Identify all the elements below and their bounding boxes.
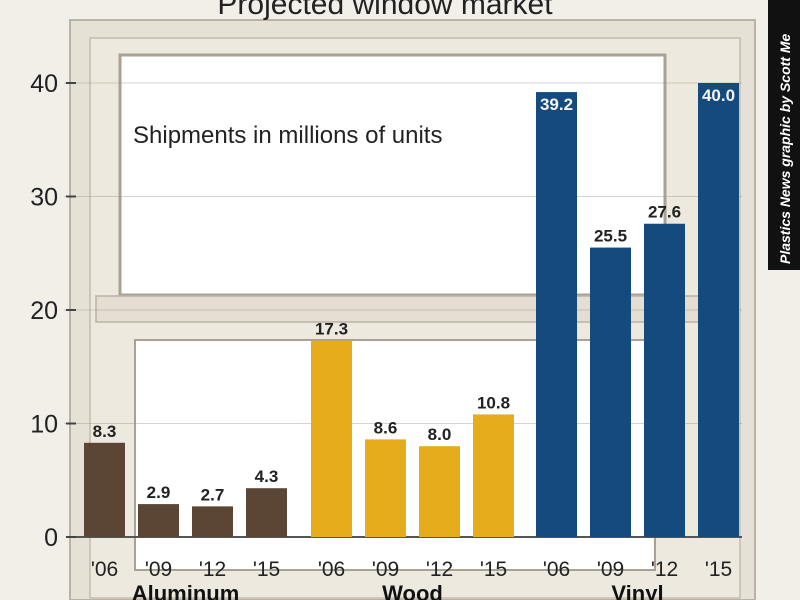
bar bbox=[698, 83, 739, 537]
data-label: 8.3 bbox=[93, 422, 117, 441]
x-tick-label: '12 bbox=[426, 558, 453, 581]
data-label: 4.3 bbox=[255, 467, 279, 486]
y-tick-label: 0 bbox=[44, 524, 58, 552]
x-tick-label: '12 bbox=[651, 558, 678, 581]
bar bbox=[419, 446, 460, 537]
group-label: Vinyl bbox=[611, 581, 663, 600]
data-label: 10.8 bbox=[477, 393, 510, 412]
bar bbox=[590, 247, 631, 537]
bar bbox=[536, 92, 577, 537]
x-tick-label: '09 bbox=[372, 558, 399, 581]
credit-strip bbox=[768, 0, 800, 270]
x-tick-label: '06 bbox=[318, 558, 345, 581]
bar bbox=[644, 223, 685, 538]
chart-title: Projected window market bbox=[217, 0, 553, 21]
graphic-credit: Plastics News graphic by Scott Me bbox=[777, 33, 793, 264]
data-label: 39.2 bbox=[540, 95, 573, 114]
x-tick-label: '12 bbox=[199, 558, 226, 581]
bar bbox=[311, 340, 352, 537]
bar bbox=[246, 488, 287, 537]
x-tick-label: '06 bbox=[91, 558, 118, 581]
bar bbox=[138, 504, 179, 537]
data-label: 2.7 bbox=[201, 485, 225, 504]
bars: 8.3 2.9 2.7 4.3 17.3 8.6 8.0 10.8 39.2 25.5 27.6 40… bbox=[84, 83, 739, 538]
bar bbox=[473, 414, 514, 537]
window-upper-pane bbox=[118, 53, 667, 297]
y-tick-label: 10 bbox=[30, 411, 58, 439]
group-label: Wood bbox=[382, 581, 443, 600]
data-label: 2.9 bbox=[147, 483, 171, 502]
y-tick-label: 20 bbox=[30, 297, 58, 325]
data-label: 8.6 bbox=[374, 418, 398, 437]
data-label: 25.5 bbox=[594, 227, 627, 246]
data-label: 40.0 bbox=[702, 86, 735, 105]
data-label: 8.0 bbox=[428, 425, 452, 444]
group-label: Aluminum bbox=[132, 581, 240, 600]
x-tick-label: '15 bbox=[480, 558, 507, 581]
window-meeting-rail bbox=[95, 295, 737, 323]
y-tick-label: 30 bbox=[30, 184, 58, 212]
data-label: 27.6 bbox=[648, 203, 681, 222]
x-tick-label: '09 bbox=[145, 558, 172, 581]
x-tick-label: '15 bbox=[705, 558, 732, 581]
bar bbox=[365, 439, 406, 537]
bar bbox=[84, 442, 125, 537]
units-annotation: Shipments in millions of units bbox=[133, 122, 442, 149]
x-axis: '06 '09 '12 '15 '06 '09 '12 '15 '06 '09 '12 '15 bbox=[91, 558, 732, 581]
x-tick-label: '15 bbox=[253, 558, 280, 581]
x-tick-label: '09 bbox=[597, 558, 624, 581]
group-labels: Aluminum Wood Vinyl bbox=[132, 581, 664, 600]
bar bbox=[192, 506, 233, 537]
x-tick-label: '06 bbox=[543, 558, 570, 581]
y-tick-label: 40 bbox=[30, 70, 58, 98]
data-label: 17.3 bbox=[315, 320, 348, 339]
